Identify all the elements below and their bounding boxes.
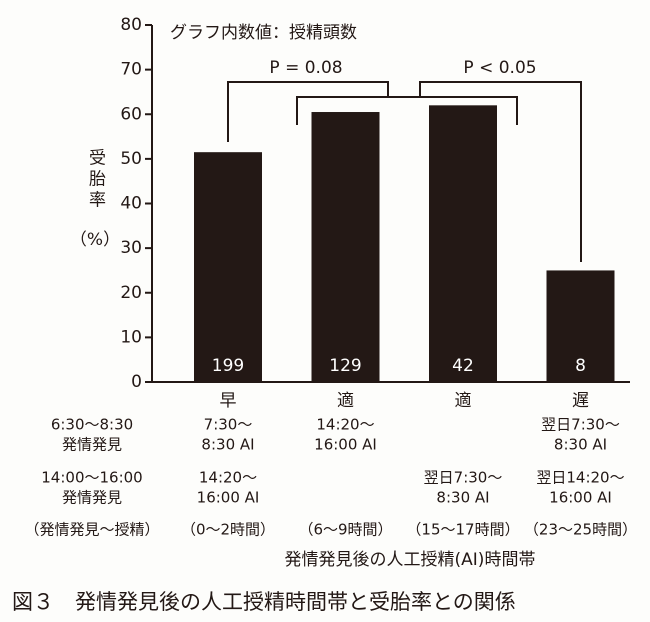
table-text: 翌日7:30～: [541, 416, 620, 434]
table-text: 14:20～: [199, 469, 257, 487]
table-text: （15～17時間）: [406, 521, 519, 539]
x-axis-label: 発情発見後の人工授精(AI)時間帯: [285, 550, 536, 570]
table-text: 14:20～: [316, 416, 374, 434]
bar-label: 129: [329, 356, 361, 376]
y-tick-label: 70: [120, 60, 142, 80]
note: グラフ内数値：授精頭数: [170, 23, 357, 43]
x-tick-label: 適: [337, 391, 354, 411]
table-text: 6:30～8:30: [51, 416, 133, 434]
bar: [194, 152, 262, 382]
bracket: [419, 81, 582, 262]
bar-label: 42: [452, 356, 474, 376]
x-tick-label: 早: [220, 391, 237, 411]
table-text: 発情発見: [62, 489, 122, 507]
table-text: 翌日7:30～: [424, 469, 503, 487]
y-tick-label: 80: [120, 15, 142, 35]
y-tick-label: 20: [120, 283, 142, 303]
y-tick-label: 10: [120, 327, 142, 347]
table-text: （6～9時間）: [298, 521, 392, 539]
y-tick-label: 40: [120, 194, 142, 214]
y-tick-label: 50: [120, 149, 142, 169]
bracket: [227, 81, 389, 142]
table-text: 8:30 AI: [436, 489, 489, 507]
bar-label: 8: [575, 356, 586, 376]
table-text: 翌日14:20～: [536, 469, 624, 487]
table-text: 16:00 AI: [549, 489, 612, 507]
x-tick-label: 適: [455, 391, 472, 411]
bar: [546, 270, 615, 382]
table-text: （0～2時間）: [181, 521, 275, 539]
table-text: 発情発見: [62, 436, 122, 454]
table-text: 16:00 AI: [197, 489, 260, 507]
table-text: （23～25時間）: [524, 521, 637, 539]
table-text: 14:00～16:00: [41, 469, 142, 487]
bar: [429, 105, 497, 382]
table-text: 7:30～: [204, 416, 253, 434]
y-axis-label: 受胎率: [85, 148, 106, 211]
bar-label: 199: [212, 356, 244, 376]
p-value: P < 0.05: [463, 58, 536, 78]
table-text: 8:30 AI: [201, 436, 254, 454]
p-value: P = 0.08: [269, 58, 342, 78]
table-text: 8:30 AI: [554, 436, 607, 454]
x-tick-label: 遅: [572, 391, 589, 411]
y-tick-label: 30: [120, 238, 142, 258]
bracket: [296, 96, 518, 125]
table-text: （発情発見～授精）: [24, 521, 159, 539]
table-text: 16:00 AI: [314, 436, 377, 454]
y-axis-unit: （%）: [70, 230, 120, 250]
caption: 図３ 発情発見後の人工授精時間帯と受胎率との関係: [12, 590, 516, 614]
y-tick-label: 0: [131, 372, 142, 392]
y-tick-label: 60: [120, 104, 142, 124]
bar: [311, 112, 380, 383]
